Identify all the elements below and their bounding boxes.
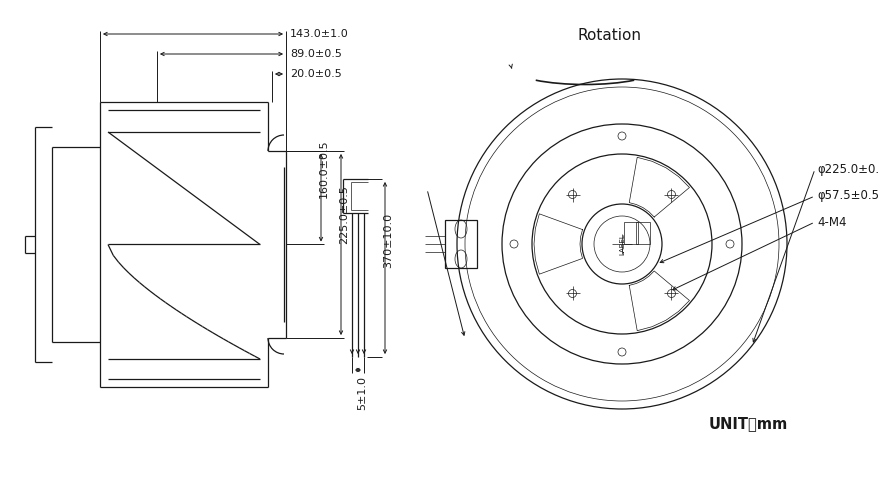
Text: LABEL: LABEL — [618, 233, 624, 255]
Text: φ57.5±0.5: φ57.5±0.5 — [816, 189, 878, 203]
Text: Rotation: Rotation — [578, 28, 641, 43]
Text: UNIT：mm: UNIT：mm — [708, 417, 787, 431]
Text: 89.0±0.5: 89.0±0.5 — [290, 49, 342, 59]
Text: 143.0±1.0: 143.0±1.0 — [290, 29, 349, 39]
Bar — [636, 222, 649, 244]
Bar — [444, 220, 477, 268]
Text: 20.0±0.5: 20.0±0.5 — [290, 69, 342, 79]
Text: 370±10.0: 370±10.0 — [383, 213, 392, 268]
Bar — [623, 222, 637, 244]
Text: φ225.0±0.5: φ225.0±0.5 — [816, 162, 878, 176]
Text: 160.0±0.5: 160.0±0.5 — [319, 139, 328, 198]
Text: 5±1.0: 5±1.0 — [356, 376, 367, 410]
Text: 4-M4: 4-M4 — [816, 215, 846, 228]
Text: 225.0±0.5: 225.0±0.5 — [339, 185, 349, 245]
